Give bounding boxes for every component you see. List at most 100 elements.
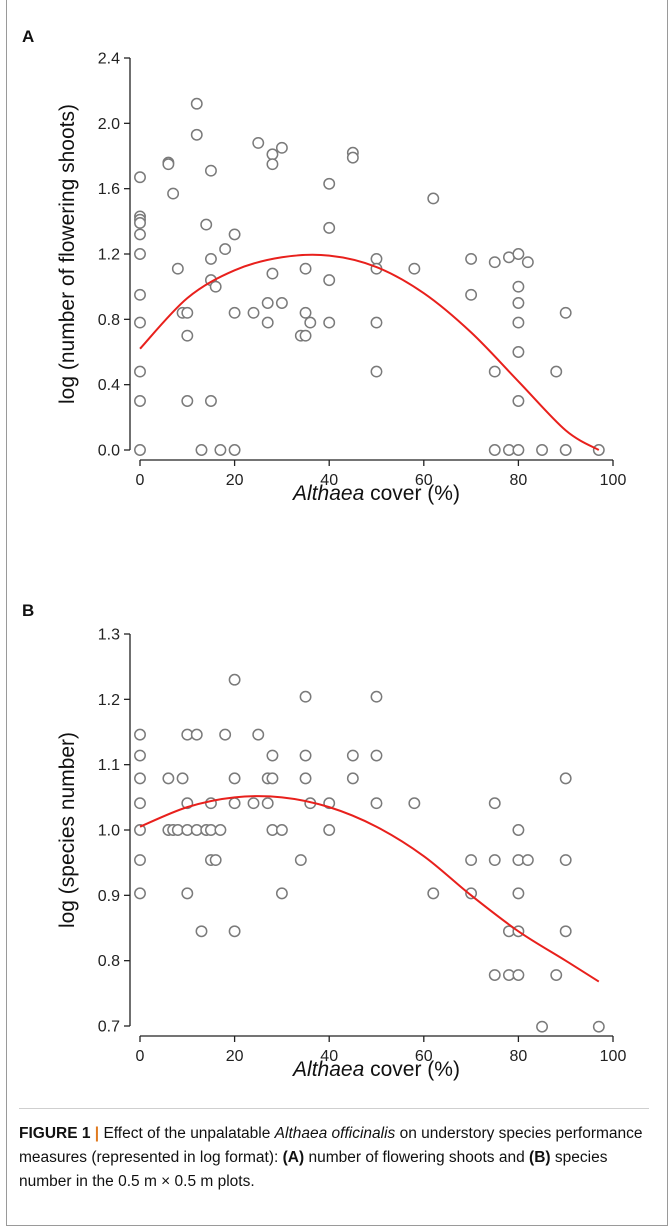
panel-a-data-point: [512, 444, 525, 456]
panel-a-y-tick-label: 0.8: [98, 312, 120, 329]
panel-a-data-point: [181, 395, 194, 407]
caption-species-name: Althaea officinalis: [274, 1125, 396, 1142]
panel-a-data-point: [247, 306, 260, 319]
panel-b-data-point: [299, 772, 312, 785]
panel-a-data-point: [134, 171, 146, 184]
panel-a-data-point: [266, 148, 279, 161]
panel-a-data-point: [261, 297, 274, 309]
panel-a-data-point: [512, 280, 525, 293]
caption-separator: |: [94, 1125, 100, 1142]
panel-b-data-point: [162, 772, 175, 785]
panel-b-data-point: [550, 969, 563, 981]
caption-text-3: number of flowering shoots and: [304, 1149, 530, 1166]
panel-b-data-point: [190, 728, 203, 741]
panel-a-data-point: [299, 262, 312, 275]
panel-a-data-point: [299, 329, 312, 342]
panel-a-data-point: [488, 256, 501, 269]
panel-b-y-tick-label: 1.0: [98, 823, 120, 840]
panel-a-data-point: [488, 365, 501, 378]
panel-a-y-tick-label: 2.4: [98, 51, 120, 68]
panel-a-data-point: [167, 187, 180, 200]
panel-b-data-point: [521, 854, 534, 867]
caption-text-4: species number in the 0.5 m × 0.5 m plot…: [19, 1149, 608, 1190]
panel-b-data-point: [346, 749, 359, 762]
panel-a-data-point: [252, 136, 265, 149]
panel-a-data-point: [134, 365, 146, 378]
panel-a-data-point: [134, 288, 146, 301]
panel-b-data-point: [228, 925, 241, 938]
panel-b-data-point: [370, 690, 383, 703]
panel-a-data-point: [512, 248, 525, 260]
panel-b-fit-curve: [139, 795, 600, 983]
panel-b-y-tick-label: 1.2: [98, 692, 120, 709]
panel-b-data-point: [176, 772, 189, 785]
panel-b-data-point: [134, 797, 146, 810]
panel-a-data-point: [205, 164, 217, 177]
panel-a-y-axis-title: log (number of flowering shoots): [56, 104, 79, 404]
panel-a-y-tick-label: 1.2: [98, 247, 120, 264]
panel-b-data-point: [512, 969, 525, 981]
panel-a-data-point: [266, 158, 279, 171]
panel-a-data-point: [162, 158, 175, 171]
panel-a-data-point: [134, 395, 146, 407]
panel-a-data-point: [181, 329, 194, 342]
panel-b-data-point: [559, 925, 572, 938]
panel-b-data-point: [134, 854, 146, 867]
panel-a-x-tick-label: 40: [320, 472, 338, 489]
panel-b-data-point: [408, 797, 421, 810]
panel-a-y-tick-label: 0.0: [98, 443, 120, 460]
figure-caption: FIGURE 1 | Effect of the unpalatable Alt…: [19, 1122, 649, 1194]
panel-a-data-point: [266, 267, 279, 280]
panel-a-data-point: [304, 316, 317, 329]
panel-a-data-point: [261, 316, 274, 329]
panel-a-data-point: [536, 444, 548, 456]
panel-a-y-tick-label: 0.4: [98, 377, 120, 394]
panel-b-data-point: [512, 887, 525, 900]
panel-b-data-point: [209, 854, 222, 867]
panel-b-x-tick-label: 40: [320, 1048, 338, 1065]
panel-b-data-point: [134, 728, 146, 741]
panel-b-data-point: [323, 824, 336, 836]
panel-b-data-point: [228, 797, 241, 810]
panel-a-y-tick-label: 1.6: [98, 181, 120, 198]
panel-b-data-point: [134, 824, 146, 836]
panel-a-data-point: [190, 128, 203, 141]
panel-b-x-axis-title: Althaea cover (%): [291, 1058, 460, 1081]
figure-svg: A 0 20 40 60 80 100 0.0 0.4 0.8 1.2 1.6 2.0 2.4 Althae…: [22, 27, 627, 1081]
panel-b-data-point: [134, 887, 146, 900]
panel-a-data-point: [299, 306, 312, 319]
panel-a-data-point: [275, 141, 288, 154]
panel-b-data-point: [228, 772, 241, 785]
panel-a-x-axis-title: Althaea cover (%): [291, 482, 460, 505]
panel-b-data-point: [488, 797, 501, 810]
panel-a-data-point: [323, 274, 336, 287]
caption-text-1: Effect of the unpalatable: [99, 1125, 275, 1142]
panel-a-data-point: [559, 306, 572, 319]
panel-b-x-tick-label: 100: [600, 1048, 627, 1065]
panel-a-data-point: [370, 316, 383, 329]
panel-b-x-tick-label: 80: [510, 1048, 528, 1065]
panel-b-data-point: [536, 1020, 548, 1033]
panel-a-data-point: [134, 316, 146, 329]
panel-b-data-point: [465, 887, 478, 900]
panel-b-data-point: [512, 824, 525, 836]
panel-a-data-point: [190, 97, 203, 110]
panel-a-x-tick-label: 60: [415, 472, 433, 489]
panel-b-data-point: [346, 772, 359, 785]
panel-b-data-point: [266, 772, 279, 785]
panel-b-data-point: [266, 749, 279, 762]
panel-a-y-tick-label: 2.0: [98, 116, 120, 133]
panel-b-letter: B: [22, 601, 34, 620]
panel-b-y-axis-title: log (species number): [56, 732, 79, 928]
panel-b-data-point: [214, 824, 227, 836]
panel-b-data-point: [275, 887, 288, 900]
panel-a-data-point: [228, 306, 241, 319]
panel-a-data-point: [205, 395, 217, 407]
panel-b-data-point: [299, 690, 312, 703]
panel-a-data-point: [488, 444, 501, 456]
panel-b-y-tick-label: 1.3: [98, 627, 120, 644]
panel-a-data-point: [134, 248, 146, 260]
panel-a-data-point: [134, 228, 146, 241]
caption-label-b: (B): [529, 1149, 551, 1166]
panel-a-data-point: [512, 297, 525, 309]
